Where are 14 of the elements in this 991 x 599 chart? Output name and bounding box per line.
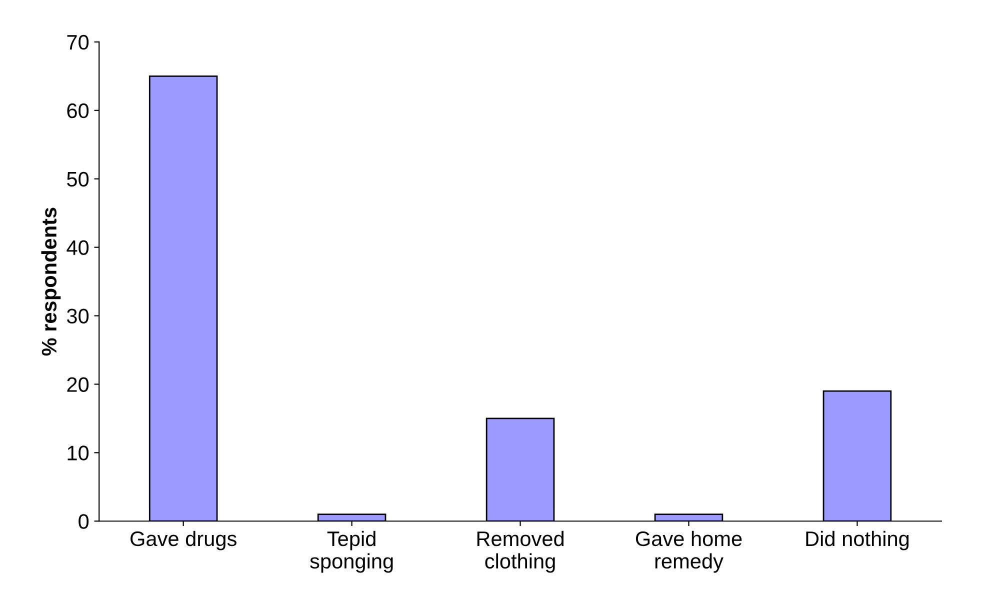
y-axis-title: % respondents <box>41 208 61 356</box>
x-tick-label: Gave home remedy <box>636 530 742 573</box>
x-tick-label: Did nothing <box>806 530 909 550</box>
y-tick-label: 60 <box>67 103 89 118</box>
y-tick-label: 40 <box>66 240 89 256</box>
y-tick-label: 70 <box>67 34 89 50</box>
y-tick-label: 10 <box>68 446 89 460</box>
y-tick-label: 30 <box>67 308 89 324</box>
x-tick-label: Gave drugs <box>130 530 236 550</box>
x-tick-label: Removed clothing <box>477 530 564 573</box>
y-tick-label: 0 <box>78 514 89 529</box>
y-tick-label: 50 <box>67 172 89 187</box>
x-tick-label: Tepid sponging <box>310 530 393 573</box>
y-tick-label: 20 <box>67 377 89 392</box>
